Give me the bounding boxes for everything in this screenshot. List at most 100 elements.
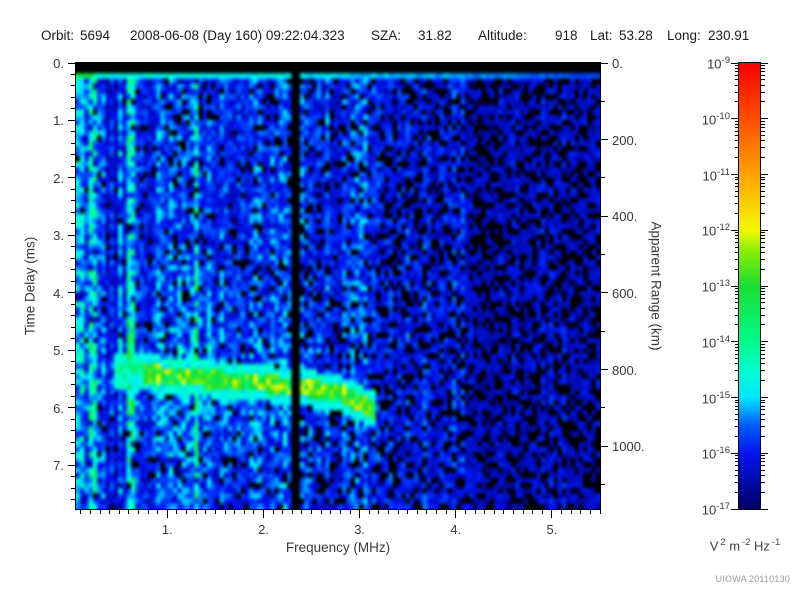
colorbar-minor-tick bbox=[735, 290, 739, 292]
x-axis-minor-tick bbox=[176, 510, 178, 514]
y-axis-tick-label: 4. bbox=[53, 285, 64, 301]
x-axis-minor-tick bbox=[186, 510, 188, 514]
y-axis-minor-tick bbox=[71, 165, 75, 167]
colorbar-minor-tick bbox=[735, 135, 739, 137]
colorbar-minor-tick bbox=[735, 212, 739, 214]
colorbar-minor-tick bbox=[735, 380, 739, 382]
colorbar-minor-tick bbox=[761, 469, 765, 471]
colorbar-minor-tick bbox=[761, 246, 765, 248]
colorbar-minor-tick bbox=[735, 363, 739, 365]
orbit-value: 5694 bbox=[80, 28, 111, 43]
y-axis-major-tick bbox=[68, 234, 75, 236]
x-axis-tick-label: 2. bbox=[258, 522, 269, 537]
y-axis-tick-label: 2. bbox=[53, 170, 64, 186]
colorbar-minor-tick bbox=[735, 409, 739, 411]
colorbar-minor-tick bbox=[761, 130, 765, 132]
y-axis-major-tick bbox=[68, 349, 75, 351]
colorbar-minor-tick bbox=[735, 297, 739, 299]
colorbar-minor-tick bbox=[735, 402, 739, 404]
y-axis-major-tick bbox=[68, 464, 75, 466]
right-axis-tick-label: 800. bbox=[612, 362, 638, 378]
colorbar-minor-tick bbox=[735, 251, 739, 253]
colorbar-minor-tick bbox=[761, 435, 765, 437]
colorbar-major-tick bbox=[761, 285, 768, 287]
x-axis-minor-tick bbox=[589, 510, 591, 514]
x-axis-minor-tick bbox=[561, 510, 563, 514]
colorbar-minor-tick bbox=[761, 251, 765, 253]
colorbar-minor-tick bbox=[735, 399, 739, 401]
x-axis-minor-tick bbox=[436, 510, 438, 514]
colorbar-minor-tick bbox=[761, 481, 765, 483]
colorbar-minor-tick bbox=[735, 65, 739, 67]
colorbar-minor-tick bbox=[761, 258, 765, 260]
colorbar-minor-tick bbox=[761, 349, 765, 351]
x-axis-minor-tick bbox=[224, 510, 226, 514]
colorbar-minor-tick bbox=[761, 346, 765, 348]
y-axis-minor-tick bbox=[71, 303, 75, 305]
y-axis-minor-tick bbox=[71, 338, 75, 340]
x-axis-tick-label: 1. bbox=[161, 522, 173, 537]
x-axis-minor-tick bbox=[339, 510, 341, 514]
right-axis-minor-tick bbox=[601, 177, 605, 179]
y-axis-minor-tick bbox=[71, 257, 75, 259]
colorbar-minor-tick bbox=[735, 426, 739, 428]
altitude-value: 918 bbox=[555, 28, 578, 43]
colorbar-minor-tick bbox=[735, 302, 739, 304]
colorbar-minor-tick bbox=[761, 79, 765, 81]
y-axis-minor-tick bbox=[71, 361, 75, 363]
colorbar-tick-label: 10-17 bbox=[701, 501, 730, 518]
x-axis-minor-tick bbox=[484, 510, 486, 514]
colorbar-minor-tick bbox=[761, 413, 765, 415]
colorbar-minor-tick bbox=[761, 363, 765, 365]
y-axis-minor-tick bbox=[71, 188, 75, 190]
colorbar-major-tick bbox=[731, 174, 739, 175]
x-axis-minor-tick bbox=[522, 510, 524, 514]
x-axis-minor-tick bbox=[243, 510, 245, 514]
right-axis-tick-label: 600. bbox=[612, 285, 638, 301]
colorbar-minor-tick bbox=[735, 474, 739, 476]
colorbar-minor-tick bbox=[761, 405, 765, 407]
y-axis-tick-label: 5. bbox=[53, 343, 64, 359]
right-axis-minor-tick bbox=[601, 254, 605, 256]
y-axis-minor-tick bbox=[71, 453, 75, 455]
y-axis-tick-label: 1. bbox=[53, 113, 64, 129]
colorbar-minor-tick bbox=[735, 370, 739, 372]
colorbar-minor-tick bbox=[761, 84, 765, 86]
credit-text: UIOWA 20110130 bbox=[715, 574, 790, 584]
x-axis-minor-tick bbox=[147, 510, 149, 514]
x-axis-minor-tick bbox=[272, 510, 274, 514]
colorbar-minor-tick bbox=[761, 402, 765, 404]
colorbar-minor-tick bbox=[761, 426, 765, 428]
colorbar-tick-label: 10-15 bbox=[701, 389, 730, 406]
colorbar-minor-tick bbox=[735, 307, 739, 309]
colorbar-unit-label: V 2 m -2 Hz -1 bbox=[709, 537, 781, 554]
colorbar-minor-tick bbox=[761, 179, 765, 181]
colorbar-tick-label: 10-14 bbox=[701, 333, 730, 351]
colorbar-major-tick bbox=[761, 452, 768, 454]
colorbar-major-tick bbox=[731, 62, 739, 64]
y-axis-minor-tick bbox=[71, 73, 75, 75]
colorbar-minor-tick bbox=[761, 242, 765, 244]
colorbar-minor-tick bbox=[761, 157, 765, 159]
right-axis-major-tick bbox=[601, 62, 608, 64]
x-axis-minor-tick bbox=[407, 510, 409, 514]
x-axis-minor-tick bbox=[349, 510, 351, 514]
colorbar-major-tick bbox=[761, 341, 768, 343]
y-axis-minor-tick bbox=[71, 211, 75, 213]
colorbar-minor-tick bbox=[735, 288, 739, 290]
x-axis-minor-tick bbox=[234, 510, 236, 514]
colorbar-major-tick bbox=[731, 229, 739, 231]
colorbar-minor-tick bbox=[735, 190, 739, 192]
x-axis-minor-tick bbox=[301, 510, 303, 514]
colorbar-minor-tick bbox=[761, 302, 765, 304]
y-axis-tick-label: 3. bbox=[53, 228, 64, 244]
colorbar-major-tick bbox=[731, 285, 739, 287]
colorbar-minor-tick bbox=[735, 238, 739, 240]
x-axis-minor-tick bbox=[109, 510, 111, 514]
orbit-label: Orbit: bbox=[41, 28, 75, 43]
y-axis-minor-tick bbox=[71, 108, 75, 110]
y-axis-tick-label: 6. bbox=[53, 400, 64, 416]
x-axis-minor-tick bbox=[512, 510, 514, 514]
x-axis-minor-tick bbox=[320, 510, 322, 514]
colorbar-minor-tick bbox=[761, 203, 765, 205]
